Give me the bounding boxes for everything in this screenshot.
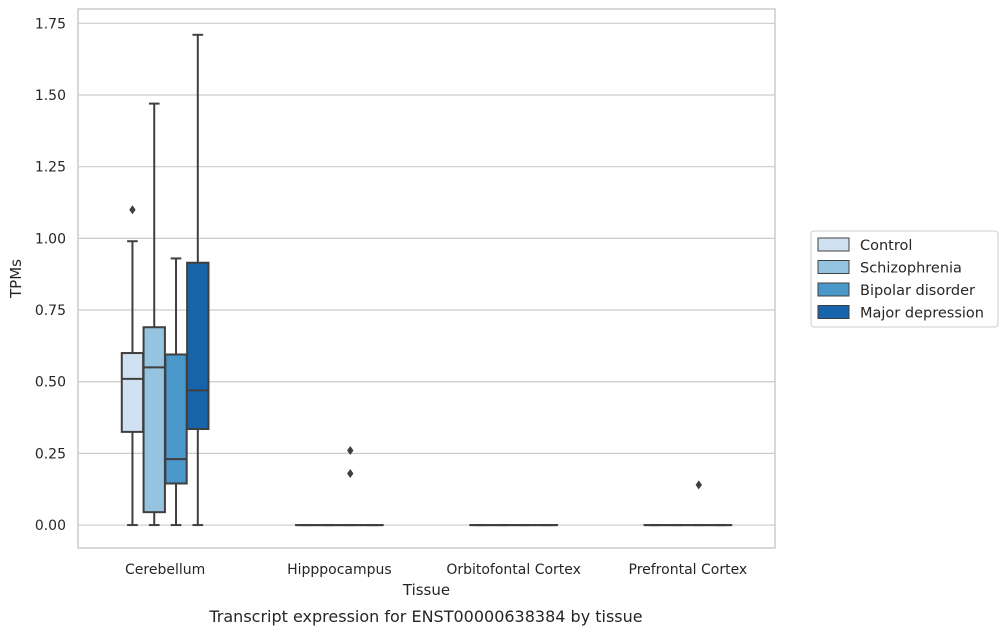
box-bipolar-disorder <box>164 257 188 527</box>
legend-label: Control <box>860 238 912 254</box>
y-tick-label: 0.25 <box>35 446 66 462</box>
box-groups <box>120 33 733 527</box>
box-body <box>164 353 188 485</box>
box-bipolar-disorder <box>338 446 362 527</box>
box-body <box>142 326 166 514</box>
y-tick-label: 0.50 <box>35 375 66 391</box>
box-schizophrenia <box>142 102 166 527</box>
x-tick-label: Cerebellum <box>125 562 205 578</box>
legend-label: Schizophrenia <box>860 261 962 277</box>
legend-swatch <box>817 282 850 297</box>
y-tick-label: 1.75 <box>35 16 66 32</box>
legend-frame <box>810 230 999 328</box>
outlier-point <box>347 468 354 478</box>
y-tick-label: 1.25 <box>35 160 66 176</box>
legend-label: Major depression <box>860 306 984 322</box>
x-tick-label: Hipppocampus <box>287 562 392 578</box>
box-control <box>120 205 145 527</box>
y-tick-label: 0.00 <box>35 518 66 534</box>
y-axis-title: TPMs <box>7 259 25 299</box>
legend-swatch <box>817 237 850 252</box>
legend-swatch <box>817 305 850 319</box>
x-tick-label: Prefrontal Cortex <box>629 562 748 578</box>
plot-frame <box>77 8 776 549</box>
x-tick-label: Orbitofontal Cortex <box>446 562 581 578</box>
y-tick-label: 1.50 <box>35 88 66 104</box>
outlier-point <box>347 446 354 456</box>
x-axis-ticks: Cerebellum Hipppocampus Orbitofontal Corte… <box>125 562 747 578</box>
outlier-point <box>695 480 702 490</box>
box-bipolar-disorder <box>687 480 711 527</box>
y-axis-ticks: 0.00 0.25 0.50 0.75 1.00 1.25 1.50 1.75 <box>35 16 66 534</box>
legend-items: Control Schizophrenia Bipolar disorder Majo… <box>817 237 984 322</box>
box-body <box>186 261 210 431</box>
x-axis-title: Tissue <box>402 581 450 599</box>
legend-swatch <box>817 260 850 274</box>
box-body <box>120 352 145 433</box>
y-tick-label: 1.00 <box>35 231 66 247</box>
y-tick-label: 0.75 <box>35 303 66 319</box>
legend-label: Bipolar disorder <box>860 283 975 299</box>
box-major-depression <box>186 33 210 527</box>
legend: Control Schizophrenia Bipolar disorder Majo… <box>810 230 999 328</box>
chart-caption: Transcript expression for ENST0000063838… <box>208 607 642 626</box>
outlier-point <box>129 205 136 215</box>
